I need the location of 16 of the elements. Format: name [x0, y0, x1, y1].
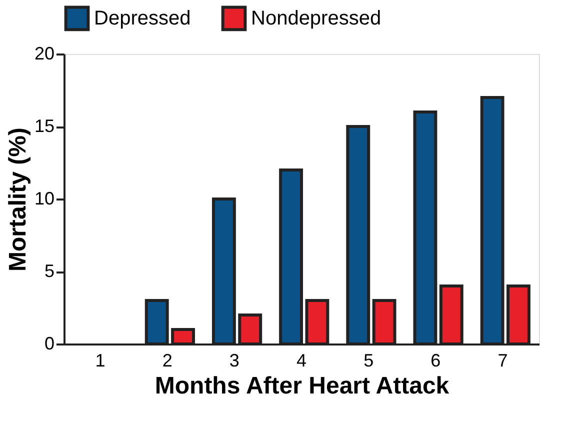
x-tick-label: 5	[364, 350, 374, 370]
y-tick-label: 5	[44, 261, 54, 281]
x-axis-title: Months After Heart Attack	[154, 372, 450, 400]
y-tick-label: 15	[34, 116, 54, 136]
x-tick-label: 4	[296, 350, 307, 370]
y-tick-label: 0	[44, 334, 54, 354]
y-tick-label: 20	[34, 44, 54, 64]
x-tick-label: 7	[498, 350, 508, 370]
legend-label: Nondepressed	[251, 7, 382, 30]
x-tick-label: 3	[229, 350, 240, 370]
y-tick-label: 10	[34, 188, 54, 208]
x-tick-label: 2	[162, 350, 172, 370]
legend-label: Depressed	[94, 7, 191, 30]
x-tick-label: 1	[95, 350, 106, 370]
y-axis-title: Mortality (%)	[4, 128, 32, 272]
x-tick-label: 6	[430, 350, 441, 370]
